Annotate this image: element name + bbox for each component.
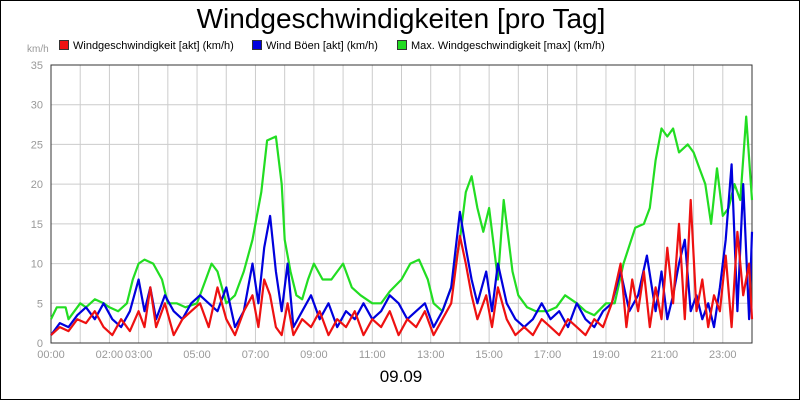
x-tick-label: 02:00 <box>96 349 124 361</box>
x-tick-label: 19:00 <box>592 349 620 361</box>
chart-title: Windgeschwindigkeiten [pro Tag] <box>196 3 606 34</box>
legend-swatch-red <box>59 40 69 50</box>
x-tick-label: 00:00 <box>37 349 65 361</box>
x-tick-label: 07:00 <box>242 349 270 361</box>
y-tick-label: 5 <box>37 298 43 310</box>
x-tick-label: 05:00 <box>183 349 211 361</box>
x-tick-label: 13:00 <box>417 349 445 361</box>
legend-item-windgeschwindigkeit: Windgeschwindigkeit [akt] (km/h) <box>59 39 234 53</box>
y-tick-label: 0 <box>37 338 43 350</box>
plot-border <box>50 64 753 344</box>
y-tick-label: 20 <box>31 179 43 191</box>
x-tick-label: 23:00 <box>709 349 737 361</box>
y-tick-label: 25 <box>31 139 43 151</box>
y-tick-label: 15 <box>31 219 43 231</box>
y-tick-label: 30 <box>31 100 43 112</box>
legend-item-wind-boeen: Wind Böen [akt] (km/h) <box>252 39 378 53</box>
legend-swatch-green <box>397 40 407 50</box>
y-tick-label: 10 <box>31 259 43 271</box>
x-tick-label: 17:00 <box>534 349 562 361</box>
legend-label-max-windgeschwindigkeit: Max. Windgeschwindigkeit [max] (km/h) <box>411 40 605 52</box>
series-line-windgeschwindigkeit <box>50 198 754 337</box>
legend-label-windgeschwindigkeit: Windgeschwindigkeit [akt] (km/h) <box>73 40 234 52</box>
x-tick-label: 21:00 <box>651 349 679 361</box>
x-tick-label: 11:00 <box>359 349 386 361</box>
x-axis-date-label: 09.09 <box>379 367 423 386</box>
x-tick-label: 15:00 <box>475 349 503 361</box>
y-tick-label: 35 <box>31 60 43 72</box>
x-tick-label: 03:00 <box>125 349 153 361</box>
series-line-wind-boeen <box>50 163 754 336</box>
legend-label-wind-boeen: Wind Böen [akt] (km/h) <box>266 40 378 52</box>
x-tick-label: 09:00 <box>300 349 328 361</box>
series-line-max-windgeschwindigkeit <box>50 115 754 321</box>
legend-item-max-windgeschwindigkeit: Max. Windgeschwindigkeit [max] (km/h) <box>397 39 605 53</box>
y-axis-unit-label: km/h <box>27 44 49 55</box>
legend-swatch-blue <box>252 40 262 50</box>
